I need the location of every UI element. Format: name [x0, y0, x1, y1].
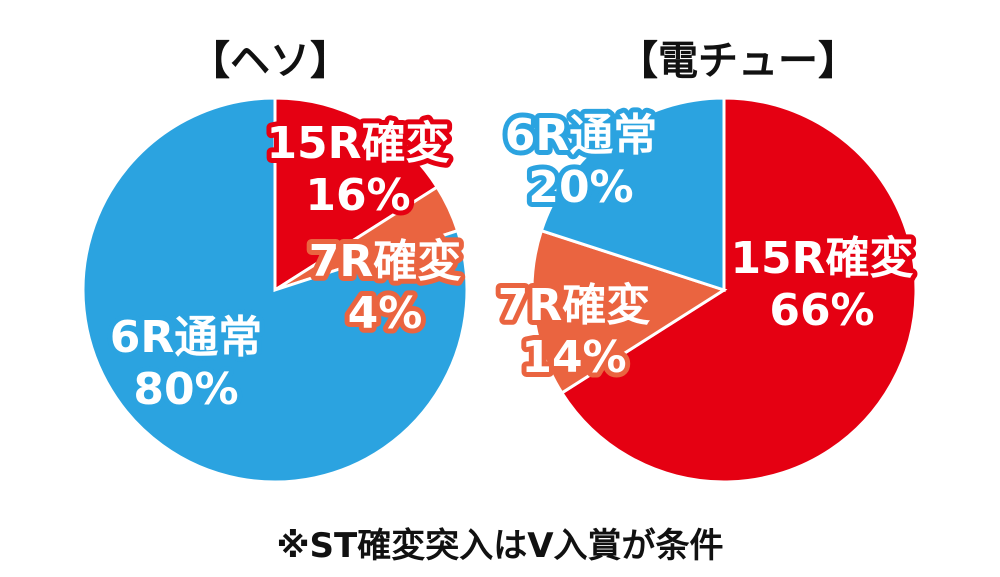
pie-slice-heso-15r-kakuhen — [273, 96, 440, 293]
slice-value-denchu-15r-kakuhen: 66% — [769, 285, 874, 336]
slice-value-heso-6r-tsujo: 80% — [133, 364, 238, 415]
slice-value-denchu-6r-tsujo: 20% — [528, 162, 633, 213]
slice-value-heso-7r-kakuhen: 4% — [348, 288, 423, 339]
slice-label-heso-6r-tsujo: 6R通常 80% — [110, 312, 263, 415]
slice-label-heso-15r-kakuhen: 15R確変 16% — [266, 118, 449, 221]
footnote: ※ST確変突入はV入賞が条件 — [276, 526, 724, 566]
pie-slice-denchu-7r-kakuhen — [530, 228, 728, 395]
pie-slice-denchu-6r-tsujo — [539, 96, 726, 293]
slice-value-denchu-7r-kakuhen: 14% — [521, 332, 626, 383]
slice-label-denchu-7r-kakuhen: 7R確変 14% — [498, 280, 651, 383]
slice-name-denchu-15r-kakuhen: 15R確変 — [730, 233, 913, 284]
slice-label-denchu-6r-tsujo: 6R通常 20% — [505, 110, 658, 213]
chart-title-heso: 【ヘソ】 — [190, 38, 350, 84]
slice-name-heso-7r-kakuhen: 7R確変 — [309, 236, 462, 287]
slice-label-heso-7r-kakuhen: 7R確変 4% — [309, 236, 462, 339]
pie-slice-denchu-15r-kakuhen — [559, 96, 918, 484]
slice-value-heso-15r-kakuhen: 16% — [305, 170, 410, 221]
slice-label-denchu-15r-kakuhen: 15R確変 66% — [730, 233, 913, 336]
chart-title-denchu: 【電チュー】 — [618, 38, 858, 84]
slice-name-heso-6r-tsujo: 6R通常 — [110, 312, 263, 363]
pie-slice-heso-6r-tsujo — [81, 96, 469, 484]
slice-name-heso-15r-kakuhen: 15R確変 — [266, 118, 449, 169]
slice-name-denchu-6r-tsujo: 6R通常 — [505, 110, 658, 161]
slice-name-denchu-7r-kakuhen: 7R確変 — [498, 280, 651, 331]
